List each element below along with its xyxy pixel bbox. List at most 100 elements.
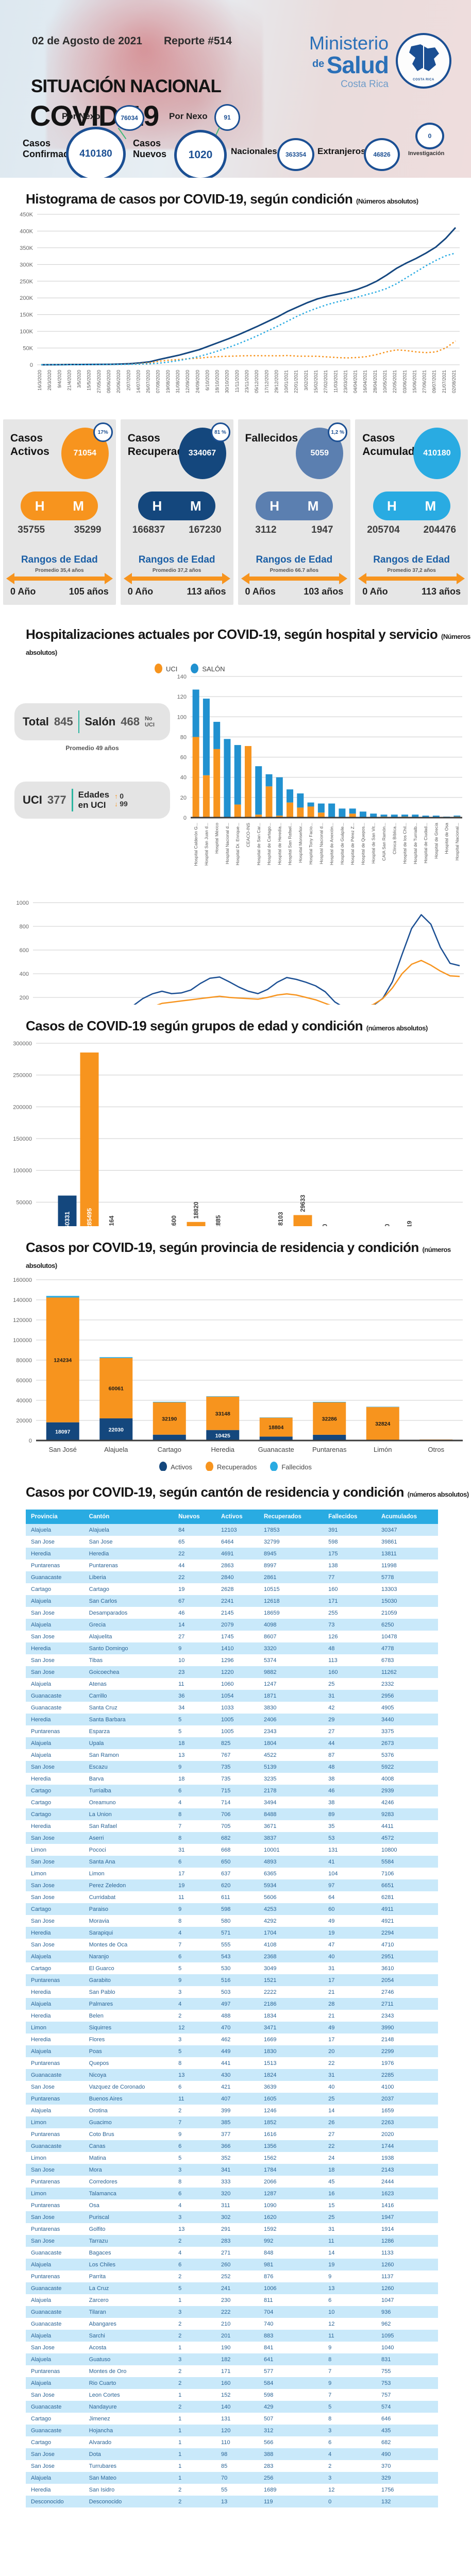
- svg-text:100000: 100000: [13, 1168, 32, 1174]
- table-row: Guanacaste Carrillo 36 1054 1871 31 2956: [26, 1690, 438, 1702]
- hospital-title: Hospitalizaciones actuales por COVID-19,…: [26, 626, 470, 656]
- histogram-chart: 0 50K 100K 150K 200K 250K 300K 350K 400K 450K 16/3…: [0, 209, 471, 412]
- card-rangos-label: Rangos de Edad: [373, 554, 450, 565]
- table-row: Guanacaste Hojancha 1 120 312 3 435: [26, 2425, 438, 2436]
- bar-SALÓN: [287, 789, 294, 803]
- table-row: Alajuela Rio Cuarto 2 160 584 9 753: [26, 2377, 438, 2389]
- series-Recuperados: [41, 252, 456, 366]
- legend-item: Fallecidos: [270, 1462, 312, 1471]
- por-nexo-label-2: Por Nexo: [169, 111, 208, 121]
- card-hm-values: 3112 1947: [255, 524, 333, 535]
- divider: [71, 789, 73, 811]
- legend-dot-icon: [159, 1462, 167, 1471]
- svg-text:32286: 32286: [322, 1416, 337, 1422]
- svg-text:02/08/2021: 02/08/2021: [451, 370, 457, 393]
- edades-uci-range: ↑ 0 ↓ 99: [114, 792, 128, 808]
- svg-text:100K: 100K: [20, 329, 33, 335]
- card-title: Casos Acumulados: [362, 432, 428, 458]
- table-row: San Jose Tibas 10 1296 5374 113 6783: [26, 1654, 438, 1666]
- bar-SALÓN: [359, 811, 366, 818]
- svg-text:Hospital de Pérez Z...: Hospital de Pérez Z...: [350, 823, 355, 865]
- bar-UCI: [213, 749, 221, 818]
- ministry-logo: Ministerio de Salud Costa Rica: [309, 32, 389, 89]
- age-range-arrow-icon: [358, 573, 465, 584]
- bar-SALÓN: [234, 745, 241, 805]
- table-row: San Jose Montes de Oca 7 555 4108 47 4710: [26, 1939, 438, 1951]
- svg-text:10/05/2021: 10/05/2021: [382, 370, 388, 393]
- bar-SALÓN: [317, 803, 325, 813]
- svg-text:60061: 60061: [109, 1385, 124, 1392]
- bar-SALÓN: [328, 803, 335, 818]
- hospital-timeseries-chart: 020040060080010004/5/20204/16/20204/27/2…: [0, 897, 471, 1005]
- svg-text:2885: 2885: [215, 1215, 222, 1226]
- bar-UCI: [265, 786, 273, 818]
- svg-text:Clínica Bíblica...: Clínica Bíblica...: [392, 823, 397, 854]
- series-UCI: [156, 959, 460, 1005]
- table-row: Puntarenas Garabito 9 516 1521 17 2054: [26, 1974, 438, 1986]
- table-column-header: Provincia: [26, 1510, 84, 1524]
- bar-Activos: [206, 1430, 240, 1440]
- ministry-line1: Ministerio: [309, 32, 389, 54]
- table-row: Cartago Alvarado 1 110 566 6 682: [26, 2436, 438, 2448]
- table-row: San Jose Vazquez de Coronado 6 421 3639 40 410…: [26, 2081, 438, 2093]
- svg-text:Hospital Nacional...: Hospital Nacional...: [455, 823, 460, 860]
- svg-text:31/08/2020: 31/08/2020: [175, 370, 180, 393]
- svg-text:10425: 10425: [215, 1433, 230, 1439]
- card-hm-values: 205704 204476: [367, 524, 457, 535]
- bar-Recuperados: [293, 1215, 312, 1226]
- bar-SALÓN: [453, 816, 461, 817]
- legend-item: UCI: [155, 664, 177, 673]
- table-row: Guanacaste Nicoya 13 430 1824 31 2285: [26, 2069, 438, 2081]
- bar-Recuperados: [366, 1407, 399, 1440]
- uci-value: 377: [47, 793, 66, 806]
- svg-text:800: 800: [20, 924, 29, 930]
- nuevos-value: 1020: [174, 130, 227, 178]
- bar-UCI: [287, 802, 294, 818]
- legend-dot-icon: [191, 664, 199, 673]
- table-row: Heredia San Rafael 7 705 3671 35 4411: [26, 1820, 438, 1832]
- svg-text:11/11/2020: 11/11/2020: [234, 370, 240, 393]
- table-row: Puntarenas Montes de Oro 2 171 577 7 755: [26, 2365, 438, 2377]
- svg-text:100000: 100000: [13, 1337, 32, 1344]
- bar-Recuperados: [99, 1358, 133, 1419]
- svg-text:285495: 285495: [86, 1208, 93, 1226]
- age-title: Casos de COVID-19 según grupos de edad y…: [26, 1018, 428, 1033]
- table-row: Cartago La Union 8 706 8488 89 9283: [26, 1808, 438, 1820]
- svg-text:Hospital San Juan d...: Hospital San Juan d...: [204, 823, 209, 866]
- svg-text:Hospital de Cartago...: Hospital de Cartago...: [266, 823, 272, 865]
- svg-text:0: 0: [30, 362, 33, 368]
- arrow-up-icon: ↑ 0: [114, 791, 124, 800]
- age-chart: 0500001000001500002000002500003000006033…: [0, 1036, 471, 1226]
- svg-text:22/05/2021: 22/05/2021: [392, 370, 397, 393]
- bar-Activos: [46, 1422, 79, 1440]
- svg-text:250K: 250K: [20, 279, 33, 285]
- svg-text:23/03/2021: 23/03/2021: [343, 370, 348, 393]
- bar-SALÓN: [224, 739, 231, 818]
- bar-SALÓN: [203, 699, 210, 775]
- table-row: San Jose Acosta 1 190 841 9 1040: [26, 2342, 438, 2353]
- bar-SALÓN: [297, 793, 304, 808]
- svg-text:250000: 250000: [13, 1073, 32, 1079]
- por-nexo-value-1: 76034: [114, 105, 144, 131]
- bar-Fallecidos: [206, 1396, 240, 1397]
- table-row: Alajuela Guatuso 3 182 641 8 831: [26, 2353, 438, 2365]
- table-row: Alajuela San Carlos 67 2241 12618 171 15030: [26, 1595, 438, 1607]
- card-title: Casos Activos: [10, 432, 49, 458]
- edades-uci-label: Edades en UCI: [78, 789, 110, 810]
- table-row: Cartago Oreamuno 4 714 3494 38 4246: [26, 1797, 438, 1808]
- table-row: Limon Talamanca 6 320 1287 16 1623: [26, 2188, 438, 2199]
- svg-text:20: 20: [180, 795, 187, 801]
- svg-text:Hospital de Turrialb...: Hospital de Turrialb...: [413, 823, 418, 864]
- provincias-svg: 0 20000 40000 60000 80000 100000 120000 140000 1…: [13, 1277, 463, 1453]
- bar-SALÓN: [307, 802, 314, 807]
- extranjeros-label: Extranjeros: [317, 146, 366, 156]
- svg-text:120: 120: [177, 694, 187, 700]
- legend-dot-icon: [155, 664, 162, 673]
- svg-text:1000: 1000: [16, 900, 29, 906]
- svg-text:15/02/2021: 15/02/2021: [313, 370, 318, 393]
- bar-Activos: [99, 1418, 133, 1440]
- svg-text:Alajuela: Alajuela: [104, 1446, 128, 1453]
- table-column-header: Recuperados: [259, 1510, 324, 1524]
- card-hm-values: 166837 167230: [132, 524, 222, 535]
